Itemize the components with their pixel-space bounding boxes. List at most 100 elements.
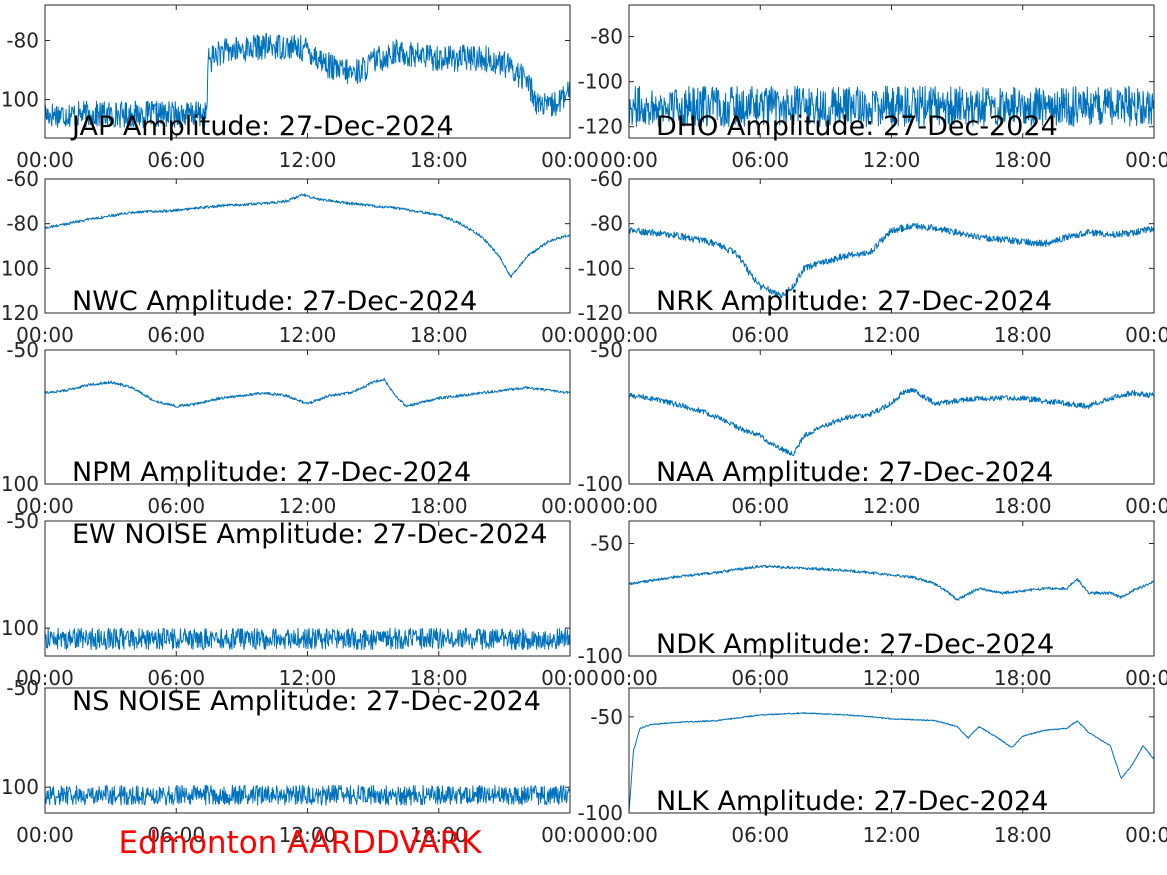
x-tick-label: 00:00	[1125, 148, 1167, 172]
x-tick-label: 00:00	[600, 494, 658, 518]
x-tick-label: 06:00	[731, 823, 789, 847]
x-tick-label: 12:00	[863, 148, 921, 172]
series-line	[44, 32, 571, 129]
panel-title: JAP Amplitude: 27-Dec-2024	[70, 111, 454, 142]
chart-panel-0: 00:00 06:00 12:00 18:00 00:00 -80 -100 JAP Ampl…	[0, 4, 599, 172]
y-tick-label: -50	[6, 338, 39, 362]
x-tick-label: 00:00	[1125, 666, 1167, 690]
x-tick-label: 06:00	[147, 323, 205, 347]
x-tick-label: 18:00	[410, 148, 468, 172]
x-tick-label: 12:00	[863, 823, 921, 847]
series-line	[44, 784, 571, 806]
y-tick-label: -80	[590, 25, 623, 49]
panel-title: EW NOISE Amplitude: 27-Dec-2024	[72, 519, 547, 550]
x-tick-label: 18:00	[994, 666, 1052, 690]
x-tick-label: 06:00	[147, 494, 205, 518]
x-tick-label: 06:00	[147, 148, 205, 172]
x-tick-label: 00:00	[1125, 323, 1167, 347]
panel-title: NWC Amplitude: 27-Dec-2024	[72, 286, 477, 317]
x-tick-label: 00:00	[16, 666, 74, 690]
y-tick-label: -80	[590, 212, 623, 236]
chart-panel-2: 00:00 06:00 12:00 18:00 00:00 -60 -80 -100 -120 N…	[0, 167, 599, 347]
figure-title: Edmonton AARDDVARK	[118, 825, 482, 861]
x-tick-label: 18:00	[410, 823, 468, 847]
chart-panel-9: 00:00 06:00 12:00 18:00 00:00 -50 -100 NLK Ampl…	[578, 687, 1167, 847]
chart-panel-6: 00:00 06:00 12:00 18:00 00:00 -50 -100 EW NOISE…	[0, 509, 599, 690]
y-tick-label: -100	[578, 644, 623, 668]
x-tick-label: 00:00	[600, 148, 658, 172]
panel-title: NLK Amplitude: 27-Dec-2024	[656, 786, 1048, 817]
series-line	[44, 377, 571, 408]
y-tick-label: -80	[6, 212, 39, 236]
x-tick-label: 12:00	[279, 666, 337, 690]
x-tick-label: 18:00	[994, 323, 1052, 347]
y-tick-label: -60	[6, 167, 39, 191]
x-tick-label: 18:00	[994, 823, 1052, 847]
series-line	[628, 564, 1155, 601]
panel-title: NAA Amplitude: 27-Dec-2024	[656, 457, 1053, 488]
x-tick-label: 06:00	[147, 666, 205, 690]
y-tick-label: -60	[590, 167, 623, 191]
y-tick-label: -100	[0, 88, 39, 112]
y-tick-label: -50	[590, 338, 623, 362]
panels: 00:00 06:00 12:00 18:00 00:00 -80 -100 JAP Ampl…	[0, 4, 1167, 847]
x-tick-label: 18:00	[410, 323, 468, 347]
x-tick-label: 06:00	[731, 148, 789, 172]
series-line	[628, 222, 1155, 299]
x-tick-label: 00:00	[16, 323, 74, 347]
series-line	[628, 387, 1155, 456]
x-tick-label: 12:00	[279, 494, 337, 518]
x-tick-label: 00:00	[541, 323, 599, 347]
y-tick-label: -50	[590, 532, 623, 556]
y-tick-label: -100	[578, 256, 623, 280]
chart-panel-7: 00:00 06:00 12:00 18:00 00:00 -50 -100 NDK Ampl…	[578, 520, 1167, 690]
x-tick-label: 18:00	[410, 666, 468, 690]
x-tick-label: 06:00	[147, 823, 205, 847]
chart-panel-8: 00:00 06:00 12:00 18:00 00:00 -50 -100 NS NOISE…	[0, 676, 599, 847]
y-tick-label: -100	[0, 472, 39, 496]
y-tick-label: -50	[6, 509, 39, 533]
x-tick-label: 00:00	[1125, 494, 1167, 518]
y-tick-label: -100	[578, 70, 623, 94]
x-tick-label: 00:00	[600, 823, 658, 847]
x-tick-label: 00:00	[16, 494, 74, 518]
series-line	[44, 193, 571, 279]
x-tick-label: 12:00	[279, 148, 337, 172]
y-tick-label: -120	[578, 301, 623, 325]
chart-panel-5: 00:00 06:00 12:00 18:00 00:00 -50 -100 NAA Ampl…	[578, 338, 1167, 518]
x-tick-label: 00:00	[600, 323, 658, 347]
panel-title: NPM Amplitude: 27-Dec-2024	[72, 457, 471, 488]
panel-title: NRK Amplitude: 27-Dec-2024	[656, 286, 1052, 317]
y-tick-label: -50	[590, 705, 623, 729]
x-tick-label: 00:00	[541, 148, 599, 172]
x-tick-label: 06:00	[731, 494, 789, 518]
series-line	[628, 712, 1155, 813]
x-tick-label: 00:00	[16, 823, 74, 847]
x-tick-label: 00:00	[600, 666, 658, 690]
x-tick-label: 12:00	[863, 666, 921, 690]
x-tick-label: 12:00	[863, 323, 921, 347]
chart-panel-3: 00:00 06:00 12:00 18:00 00:00 -60 -80 -100 -120 N…	[578, 167, 1167, 347]
y-tick-label: -80	[6, 28, 39, 52]
y-tick-label: -100	[0, 775, 39, 799]
series-line	[628, 85, 1155, 128]
x-tick-label: 00:00	[541, 494, 599, 518]
x-tick-label: 06:00	[731, 323, 789, 347]
x-tick-label: 00:00	[1125, 823, 1167, 847]
series-line	[44, 627, 571, 651]
panel-title: NS NOISE Amplitude: 27-Dec-2024	[72, 686, 541, 717]
panel-title: DHO Amplitude: 27-Dec-2024	[656, 111, 1058, 142]
x-tick-label: 00:00	[541, 823, 599, 847]
x-tick-label: 18:00	[994, 494, 1052, 518]
x-tick-label: 00:00	[541, 666, 599, 690]
x-tick-label: 06:00	[731, 666, 789, 690]
y-tick-label: -100	[578, 472, 623, 496]
x-tick-label: 12:00	[279, 823, 337, 847]
y-tick-label: -100	[578, 801, 623, 825]
y-tick-label: -100	[0, 616, 39, 640]
y-tick-label: -120	[578, 115, 623, 139]
y-tick-label: -120	[0, 301, 39, 325]
x-tick-label: 18:00	[994, 148, 1052, 172]
x-tick-label: 12:00	[279, 323, 337, 347]
